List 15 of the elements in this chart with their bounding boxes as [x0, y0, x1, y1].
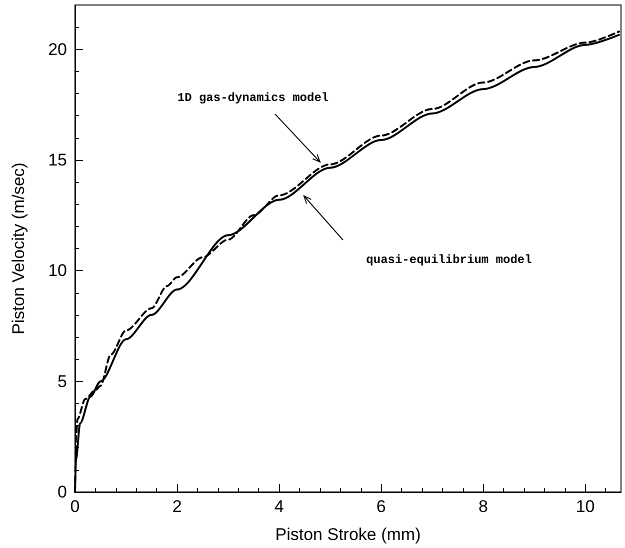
y-tick-label: 5: [58, 372, 67, 391]
x-tick-label: 0: [70, 497, 80, 516]
y-tick-label: 0: [58, 482, 67, 502]
y-tick-label: 20: [48, 40, 67, 59]
x-tick-label: 8: [478, 497, 488, 516]
x-tick-label: 10: [576, 497, 595, 516]
x-tick-label: 4: [274, 497, 284, 516]
annotation: quasi-equilibrium model: [366, 253, 532, 268]
y-tick-label: 15: [48, 150, 67, 170]
x-tick-label: 2: [172, 497, 182, 516]
y-tick-label: 10: [48, 261, 67, 280]
y-axis-title: Piston Velocity (m/sec): [9, 162, 28, 334]
x-axis-title: Piston Stroke (mm): [275, 525, 421, 544]
annotation: 1D gas-dynamics model: [177, 91, 329, 106]
x-tick-label: 6: [376, 497, 386, 516]
